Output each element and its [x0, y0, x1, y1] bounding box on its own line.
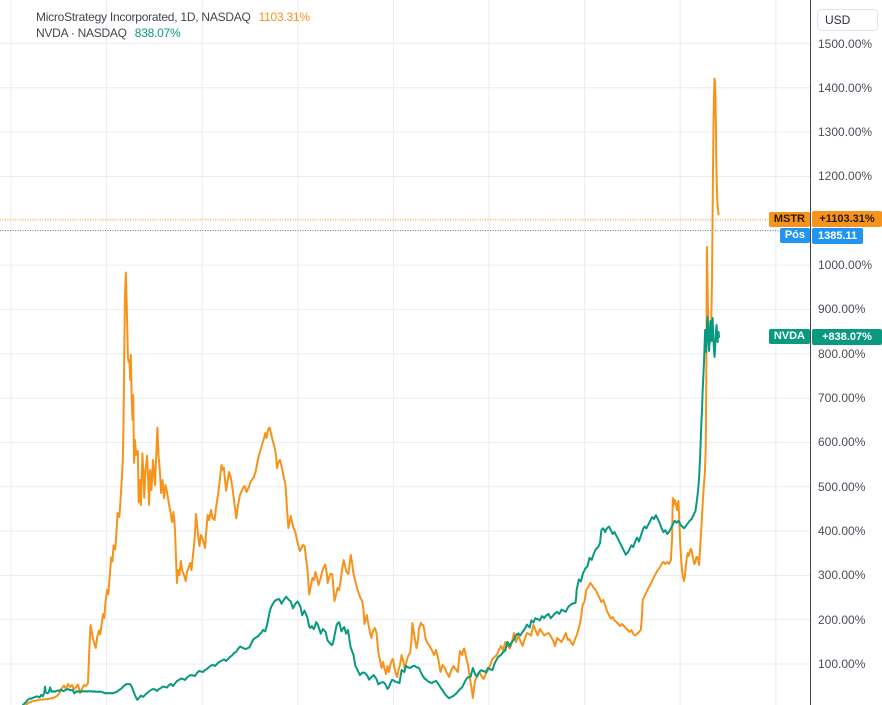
- price-tick-label: 1200.00%: [818, 169, 873, 184]
- legend-value-nvda: 838.07%: [134, 26, 181, 40]
- price-tick-label: 500.00%: [818, 479, 866, 494]
- price-badge-name-pos: Pós: [779, 228, 810, 244]
- legend-row-mstr[interactable]: MicroStrategy Incorporated, 1D, NASDAQ 11…: [36, 9, 310, 25]
- series-line-nvda[interactable]: [22, 316, 720, 705]
- legend-row-nvda[interactable]: NVDA · NASDAQ 838.07%: [36, 25, 310, 41]
- price-scale[interactable]: USD 1500.00%1400.00%1300.00%1200.00%1100…: [811, 0, 882, 705]
- price-tick-label: 900.00%: [818, 302, 866, 317]
- legend-value-mstr: 1103.31%: [258, 10, 310, 24]
- price-scale-border: [810, 0, 811, 705]
- currency-unit-button[interactable]: USD: [817, 9, 878, 31]
- price-tick-label: 1400.00%: [818, 80, 873, 95]
- price-tick-label: 300.00%: [818, 568, 866, 583]
- price-tick-label: 1500.00%: [818, 36, 873, 51]
- price-badge-value-nvda: +838.07%: [812, 328, 882, 345]
- price-tick-label: 600.00%: [818, 435, 866, 450]
- price-tick-label: 1000.00%: [818, 258, 873, 273]
- price-badge-value-pos: 1385.11: [812, 227, 864, 244]
- price-tick-label: 700.00%: [818, 391, 866, 406]
- chart-legend: MicroStrategy Incorporated, 1D, NASDAQ 11…: [36, 9, 310, 41]
- price-tick-label: 400.00%: [818, 524, 866, 539]
- grid: [0, 0, 810, 705]
- legend-symbol-nvda[interactable]: NVDA · NASDAQ: [36, 26, 127, 40]
- price-tick-label: 800.00%: [818, 346, 866, 361]
- price-badge-value-mstr: +1103.31%: [812, 211, 882, 228]
- legend-symbol-mstr[interactable]: MicroStrategy Incorporated, 1D, NASDAQ: [36, 10, 251, 24]
- price-badge-name-nvda: NVDA: [768, 329, 810, 345]
- price-tick-label: 100.00%: [818, 657, 866, 672]
- series-line-mstr[interactable]: [25, 77, 720, 705]
- price-tick-label: 1300.00%: [818, 125, 873, 140]
- price-badge-name-mstr: MSTR: [768, 211, 810, 227]
- price-tick-label: 200.00%: [818, 612, 866, 627]
